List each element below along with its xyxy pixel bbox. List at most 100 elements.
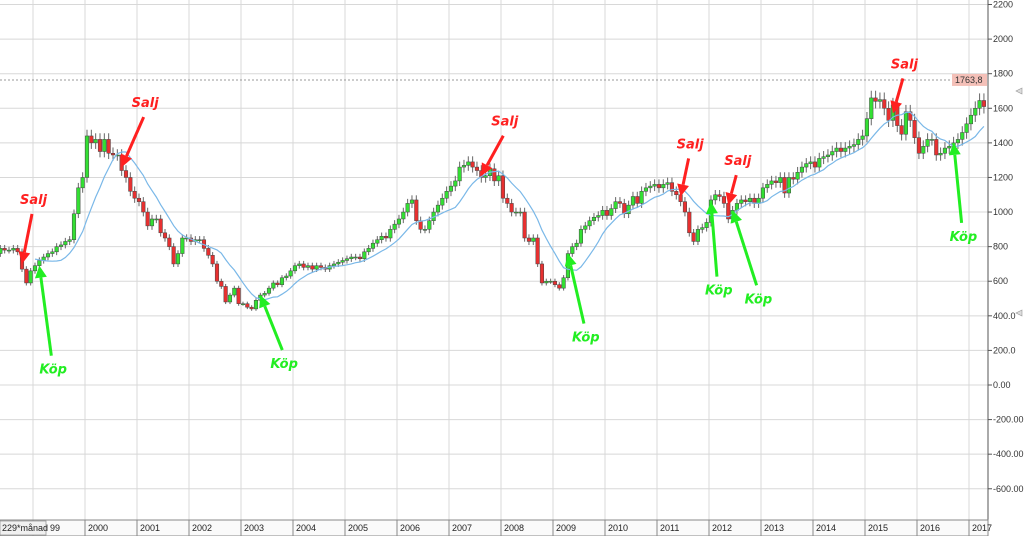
- y-tick-label: 0.00: [993, 380, 1011, 390]
- annotation-label: Köp: [270, 357, 298, 372]
- candle-up: [847, 146, 852, 149]
- sell-annotation: Salj: [724, 154, 752, 206]
- candle-down: [882, 99, 887, 109]
- candle-up: [314, 265, 319, 270]
- candle-up: [583, 225, 588, 230]
- candle-down: [383, 236, 389, 239]
- annotations: Salj Köp Salj Köp Salj Köp Salj Köp Salj Köp Salj K…: [18, 57, 977, 378]
- sell-annotation: Salj: [18, 193, 48, 264]
- candle-up: [63, 241, 68, 246]
- candle-up: [76, 187, 81, 215]
- candle-down: [158, 218, 163, 234]
- y-tick-label: 2000: [993, 34, 1013, 44]
- candle-up: [821, 156, 826, 159]
- candle-down: [505, 197, 510, 204]
- arrow-line: [39, 277, 53, 356]
- candle-down: [500, 175, 506, 199]
- arrow-line: [953, 154, 964, 224]
- candle-up: [37, 260, 42, 266]
- y-tick-label: 1200: [993, 172, 1013, 182]
- x-tick-label: 2014: [816, 523, 836, 533]
- y-tick-label: -200.00: [993, 415, 1024, 425]
- candle-up: [661, 184, 666, 189]
- buy-annotation: Köp: [564, 253, 600, 346]
- x-tick-label: 2017: [972, 523, 992, 533]
- candle-down: [136, 197, 142, 202]
- candle-up: [32, 265, 38, 272]
- candle-up: [50, 251, 55, 254]
- arrow-line: [569, 264, 586, 324]
- candle-up: [370, 242, 376, 249]
- arrow-line: [22, 213, 34, 253]
- candle-down: [535, 237, 540, 265]
- candle-down: [669, 182, 675, 192]
- candle-down: [214, 263, 220, 282]
- candle-up: [921, 146, 926, 154]
- candle-up: [600, 210, 605, 216]
- candle-up: [739, 199, 744, 204]
- candle-up: [769, 180, 774, 185]
- x-tick-label: 99: [50, 523, 60, 533]
- y-tick-label: -400.00: [993, 449, 1024, 459]
- candle-up: [591, 216, 597, 221]
- scale-handle-icon[interactable]: [1015, 309, 1023, 317]
- candle-up: [340, 260, 345, 263]
- y-tick-label: -600.00: [993, 484, 1024, 494]
- candle-down: [167, 237, 172, 247]
- candle-up: [440, 197, 445, 206]
- candle-down: [132, 191, 137, 199]
- arrowhead-icon: [730, 210, 742, 224]
- candle-up: [84, 135, 90, 178]
- x-tick-label: 2012: [712, 523, 732, 533]
- annotation-label: Salj: [132, 96, 160, 111]
- candle-down: [301, 263, 306, 268]
- candle-up: [968, 114, 973, 125]
- annotation-label: Salj: [677, 137, 705, 152]
- x-tick-label: 2011: [660, 523, 679, 533]
- candle-down: [617, 201, 623, 204]
- candle-down: [934, 139, 939, 156]
- candle-up: [54, 246, 59, 253]
- candle-up: [232, 287, 237, 296]
- scale-handle-icon[interactable]: [1015, 87, 1023, 95]
- candle-up: [704, 222, 709, 228]
- candle-up: [544, 280, 549, 284]
- candle-down: [171, 246, 176, 265]
- candle-up: [453, 180, 458, 187]
- x-tick-label: 2013: [764, 523, 784, 533]
- interval-label-box[interactable]: 229*månad: [0, 520, 48, 536]
- candle-down: [210, 255, 215, 265]
- buy-annotation: Köp: [259, 295, 298, 372]
- candle-up: [903, 111, 908, 135]
- candle-up: [180, 237, 185, 254]
- candle-up: [877, 99, 882, 102]
- candle-down: [717, 194, 722, 197]
- candle-up: [570, 246, 575, 254]
- x-tick-label: 2000: [88, 523, 108, 533]
- candle-up: [197, 239, 202, 241]
- candle-down: [682, 201, 688, 213]
- candle-up: [795, 172, 800, 180]
- candle-down: [97, 139, 103, 152]
- arrowhead-icon: [259, 295, 271, 309]
- candle-down: [123, 170, 129, 178]
- candle-up: [353, 256, 358, 259]
- buy-annotation: Köp: [34, 265, 67, 378]
- candle-down: [470, 161, 475, 168]
- candle-up: [6, 249, 12, 252]
- candle-down: [791, 177, 796, 180]
- x-tick-label: 2016: [920, 523, 940, 533]
- arrow-line: [894, 78, 905, 103]
- arrow-line: [263, 305, 284, 351]
- candle-up: [253, 300, 259, 310]
- y-tick-label: 400.0: [993, 311, 1016, 321]
- annotation-label: Salj: [724, 154, 752, 169]
- arrow-line: [485, 135, 505, 166]
- candle-up: [760, 187, 765, 199]
- arrowhead-icon: [481, 162, 493, 176]
- candle-down: [141, 201, 146, 213]
- candle-up: [652, 184, 657, 187]
- candle-down: [15, 248, 20, 253]
- candle-down: [782, 177, 787, 194]
